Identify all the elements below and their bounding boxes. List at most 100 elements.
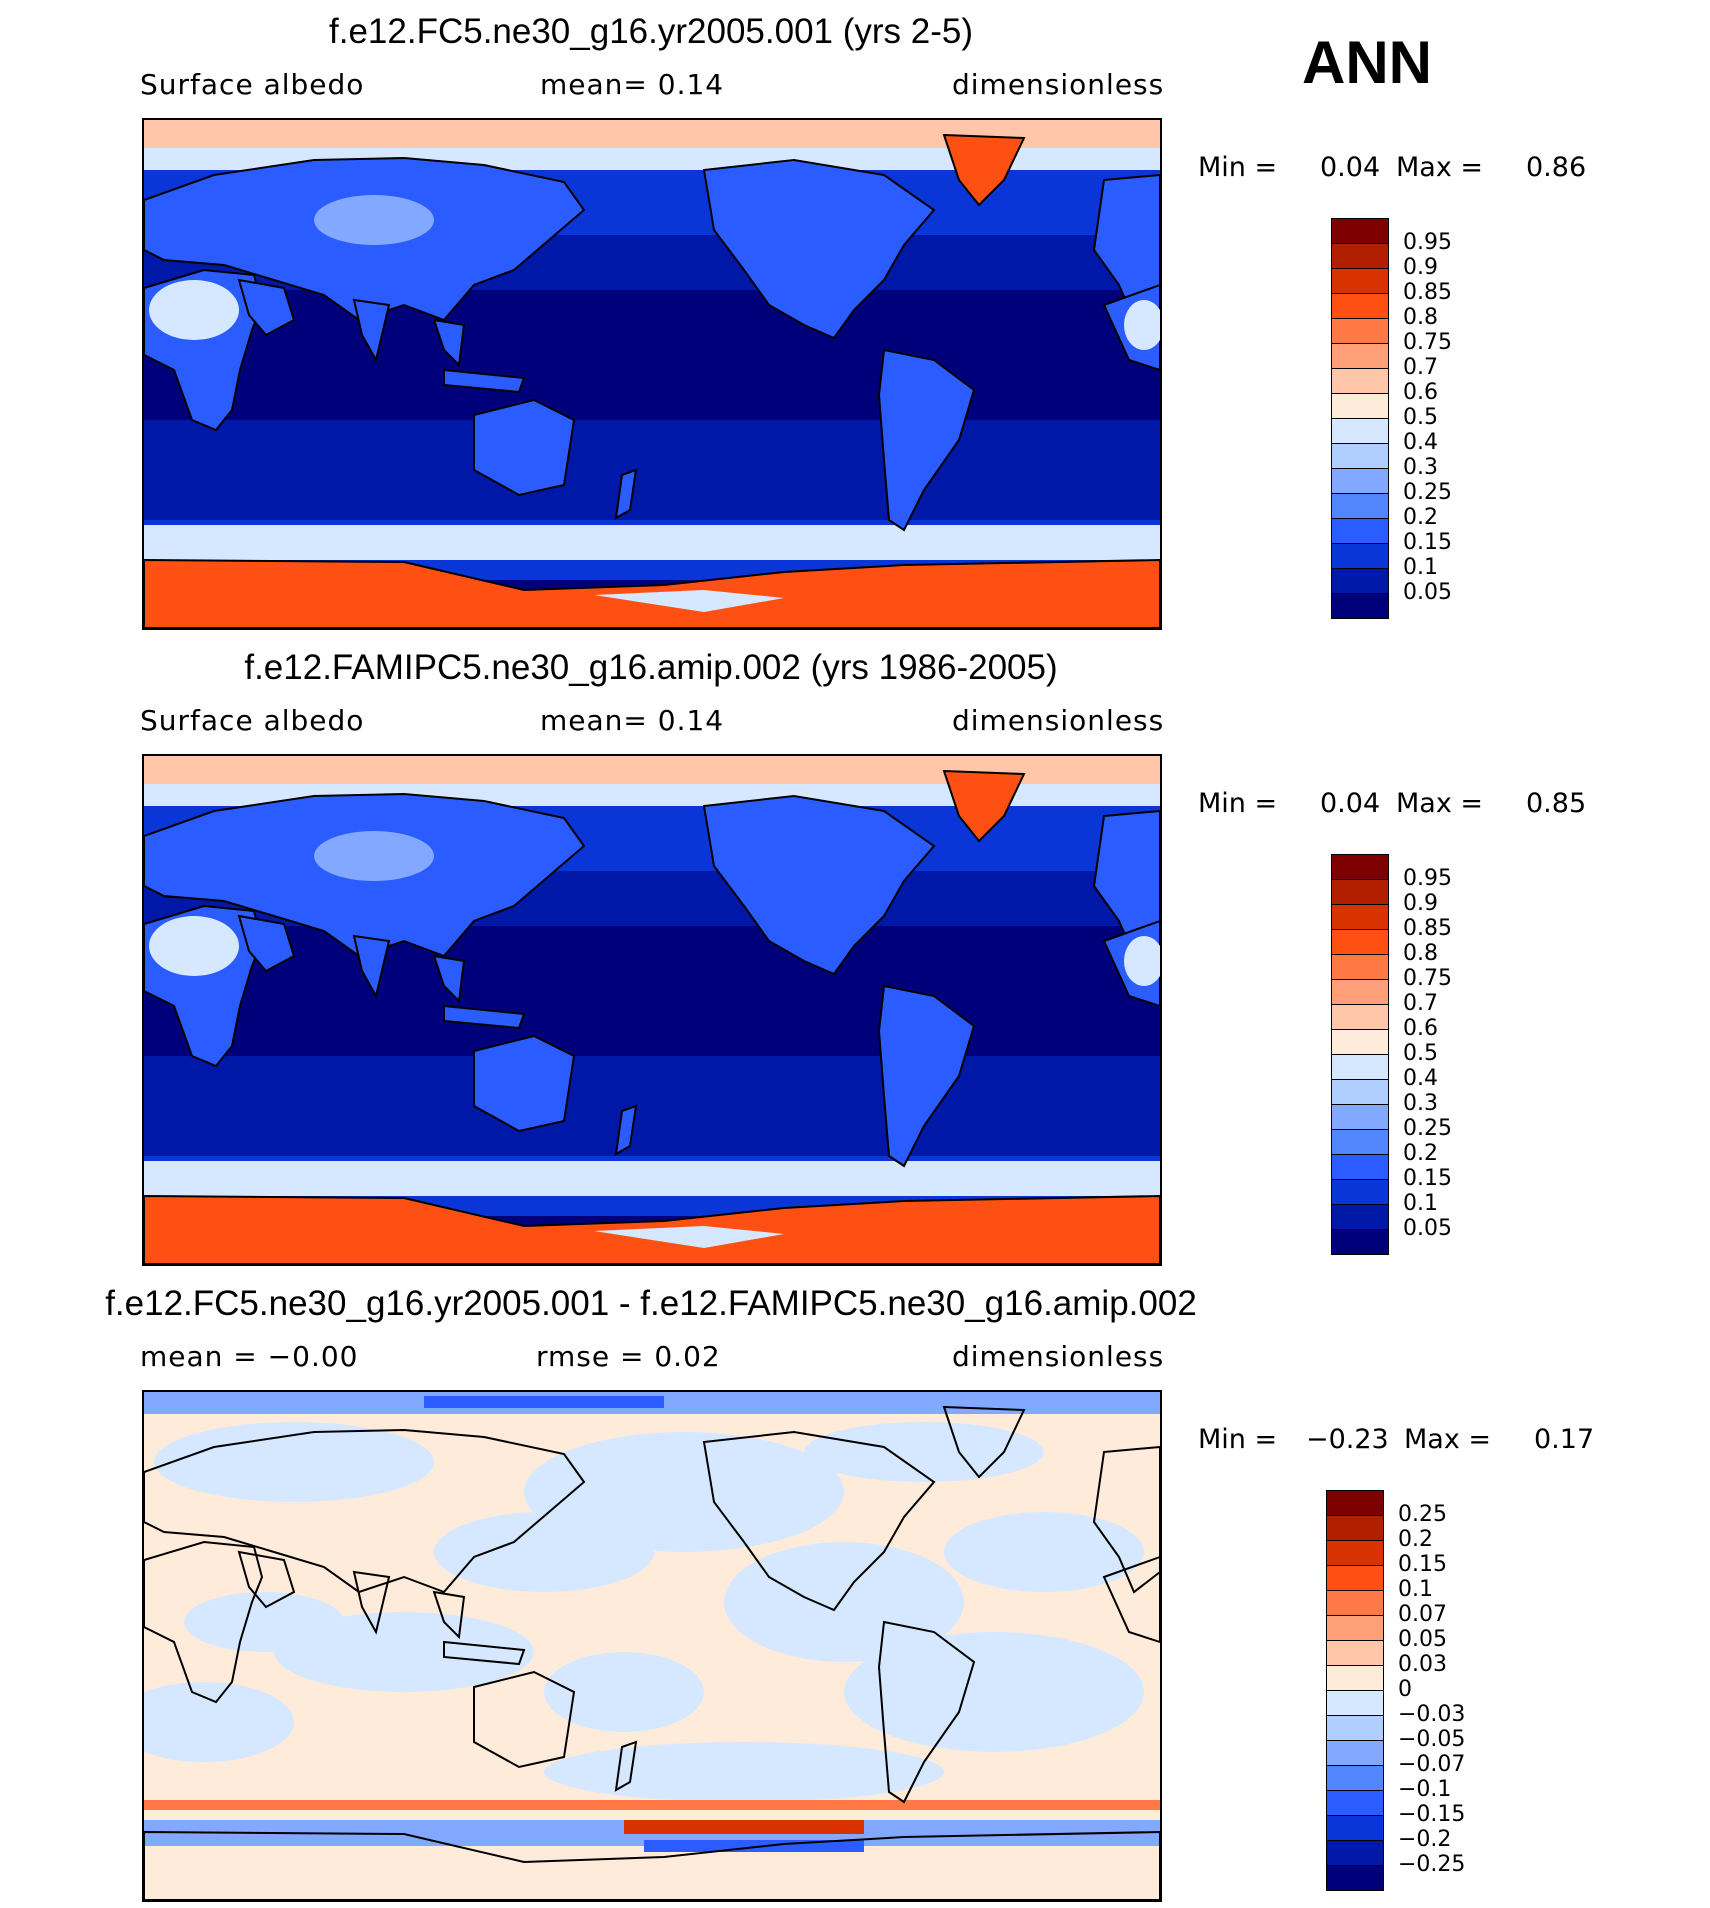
continent-indonesia [443,1004,526,1030]
map-canvas [144,1392,1160,1900]
panel-2-title: f.e12.FAMIPC5.ne30_g16.amip.002 (yrs 198… [244,648,1058,687]
coastline-greenland [942,1405,1026,1479]
colorbar-swatch [1326,1865,1384,1891]
panel-3-title: f.e12.FC5.ne30_g16.yr2005.001 - f.e12.FA… [105,1284,1197,1323]
colorbar-swatch [1331,543,1389,569]
colorbar-swatch [1331,1229,1389,1255]
diff-negative-area [844,1632,1144,1752]
colorbar-tick-label: 0.7 [1403,355,1438,380]
colorbar-swatch [1331,929,1389,955]
panel-2-map [142,754,1162,1266]
colorbar-tick-label: 0.05 [1403,580,1452,605]
colorbar-swatch [1331,1129,1389,1155]
colorbar-swatch [1331,518,1389,544]
colorbar-tick-label: −0.1 [1398,1777,1452,1802]
colorbar-tick-label: 0.25 [1398,1502,1447,1527]
colorbar-swatch [1331,1079,1389,1105]
colorbar-swatch [1331,854,1389,880]
colorbar-tick-label: 0.25 [1403,480,1452,505]
sahara-high-albedo [149,280,239,340]
diff-negative-area [544,1652,704,1732]
colorbar-tick-label: 0.15 [1403,530,1452,555]
coastline-india [352,1570,391,1635]
colorbar-swatch [1331,979,1389,1005]
colorbar-swatch [1331,218,1389,244]
colorbar-swatch [1326,1665,1384,1691]
coastline-europe_east [1092,1445,1160,1594]
ocean-south-band [144,1056,1160,1156]
colorbar-swatch [1331,593,1389,619]
colorbar-tick-label: 0.1 [1398,1577,1433,1602]
map-canvas [144,756,1160,1264]
coastline-seasia [432,1590,466,1640]
ross-ice-shelf [594,590,784,612]
colorbar-tick-label: 0.1 [1403,1191,1438,1216]
colorbar-tick-label: 0.8 [1403,305,1438,330]
diff-arctic-strong [424,1396,664,1408]
continent-india [352,298,391,363]
diff-southern-positive [144,1800,1160,1810]
sahara-east-high-albedo [1124,936,1160,986]
colorbar-tick-label: 0.95 [1403,230,1452,255]
panel-3-min-label: Min = [1198,1424,1278,1455]
colorbar-tick-label: 0.25 [1403,1116,1452,1141]
coastline-antarctica [144,1830,1160,1900]
colorbar-tick-label: 0.15 [1403,1166,1452,1191]
colorbar-swatch [1326,1565,1384,1591]
coastline-africa [144,1540,264,1704]
panel-1-mean-label: mean= 0.14 [540,68,725,101]
panel-2-min-value: 0.04 [1320,788,1381,819]
colorbar-tick-label: 0.3 [1403,1091,1438,1116]
colorbar-swatch [1331,393,1389,419]
coastline-nz [614,1740,638,1792]
colorbar-tick-label: 0.5 [1403,405,1438,430]
colorbar-swatch [1326,1765,1384,1791]
continent-indonesia [443,368,526,394]
diff-negative-area [434,1512,654,1592]
diff-negative-area [944,1512,1144,1592]
colorbar-tick-label: 0.4 [1403,430,1438,455]
colorbar-swatch [1331,1054,1389,1080]
colorbar-swatch [1326,1840,1384,1866]
panel-1-max-value: 0.86 [1526,152,1587,183]
colorbar-swatch [1331,904,1389,930]
southern-sea-ice [144,525,1160,560]
colorbar-tick-label: 0.2 [1403,505,1438,530]
sahara-high-albedo [149,916,239,976]
colorbar-swatch [1326,1640,1384,1666]
diff-negative-area [184,1592,344,1652]
colorbar-tick-label: 0.03 [1398,1652,1447,1677]
colorbar-tick-label: 0.75 [1403,966,1452,991]
colorbar-tick-label: 0.15 [1398,1552,1447,1577]
colorbar-swatch [1326,1740,1384,1766]
colorbar-swatch [1331,343,1389,369]
panel-3-map [142,1390,1162,1902]
coastline-eurasia [144,1428,586,1594]
ocean-south-band [144,420,1160,520]
colorbar-swatch [1331,1154,1389,1180]
panel-1-map [142,118,1162,630]
colorbar-tick-label: 0.9 [1403,255,1438,280]
colorbar-tick-label: −0.2 [1398,1827,1452,1852]
tibet-high-albedo [314,831,434,881]
colorbar-swatch [1326,1815,1384,1841]
colorbar-tick-label: 0.05 [1398,1627,1447,1652]
continent-nz [614,1104,638,1156]
panel-1-max-label: Max = [1396,152,1484,183]
coastline-indonesia [443,1640,526,1666]
season-label: ANN [1302,29,1432,96]
colorbar-swatch [1326,1690,1384,1716]
colorbar-swatch [1331,1004,1389,1030]
colorbar-swatch [1331,1204,1389,1230]
diff-negative-area [724,1542,964,1662]
continent-arabia [237,278,296,337]
colorbar-swatch [1331,418,1389,444]
colorbar-swatch [1326,1790,1384,1816]
continent-greenland [942,133,1026,207]
colorbar-swatch [1331,879,1389,905]
diff-negative-area [804,1422,1044,1482]
panel-1-variable-label: Surface albedo [140,68,365,101]
diff-negative-area [144,1682,294,1762]
continent-greenland [942,769,1026,843]
panel-2-units-label: dimensionless [952,704,1165,737]
